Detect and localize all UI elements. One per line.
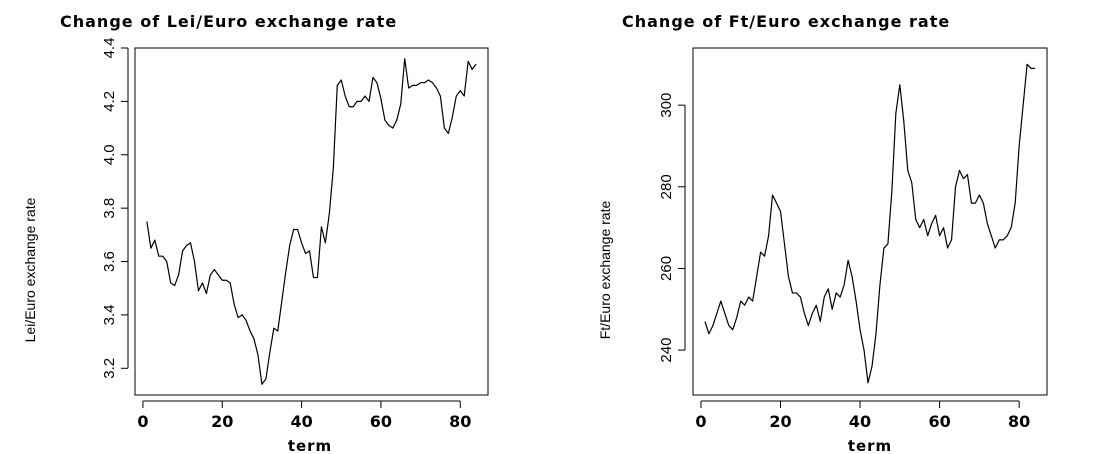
x-tick-label: 20	[211, 412, 233, 431]
lei-euro-chart: Change of Lei/Euro exchange rate term Le…	[22, 12, 489, 454]
ft-euro-chart: Change of Ft/Euro exchange rate term Ft/…	[597, 12, 1048, 454]
x-tick-label: 60	[928, 412, 950, 431]
x-tick-label: 40	[290, 412, 312, 431]
series-line	[704, 63, 1036, 384]
axis-ticks: 0 20 40 60 80 240 260 280 300	[658, 93, 1030, 431]
y-axis-label: Lei/Euro exchange rate	[22, 197, 38, 342]
x-tick-label: 20	[769, 412, 791, 431]
y-tick-label: 3.4	[101, 304, 118, 325]
x-tick-label: 40	[849, 412, 871, 431]
x-axis-label: term	[288, 437, 332, 454]
chart-title: Change of Ft/Euro exchange rate	[622, 12, 950, 31]
x-tick-label: 60	[370, 412, 392, 431]
y-tick-label: 260	[658, 256, 675, 281]
y-tick-label: 3.6	[101, 251, 118, 272]
series-line	[146, 58, 477, 385]
plot-frame	[134, 47, 489, 396]
y-axis-label: Ft/Euro exchange rate	[597, 201, 613, 340]
y-tick-label: 3.2	[101, 358, 118, 379]
plot-frame	[692, 47, 1048, 396]
x-tick-label: 80	[449, 412, 471, 431]
y-tick-label: 4.0	[101, 144, 118, 165]
y-tick-label: 300	[658, 93, 675, 118]
x-axis-label: term	[848, 437, 892, 454]
axis-ticks: 0 20 40 60 80 3.2 3.4 3.6 3.8 4.0 4.2 4.4	[101, 38, 471, 431]
y-tick-label: 3.8	[101, 198, 118, 219]
chart-title: Change of Lei/Euro exchange rate	[60, 12, 397, 31]
x-tick-label: 0	[137, 412, 148, 431]
x-tick-label: 0	[695, 412, 706, 431]
x-tick-label: 80	[1008, 412, 1030, 431]
y-tick-label: 4.2	[101, 91, 118, 112]
y-tick-label: 4.4	[101, 38, 118, 59]
y-tick-label: 240	[658, 338, 675, 363]
y-tick-label: 280	[658, 174, 675, 199]
